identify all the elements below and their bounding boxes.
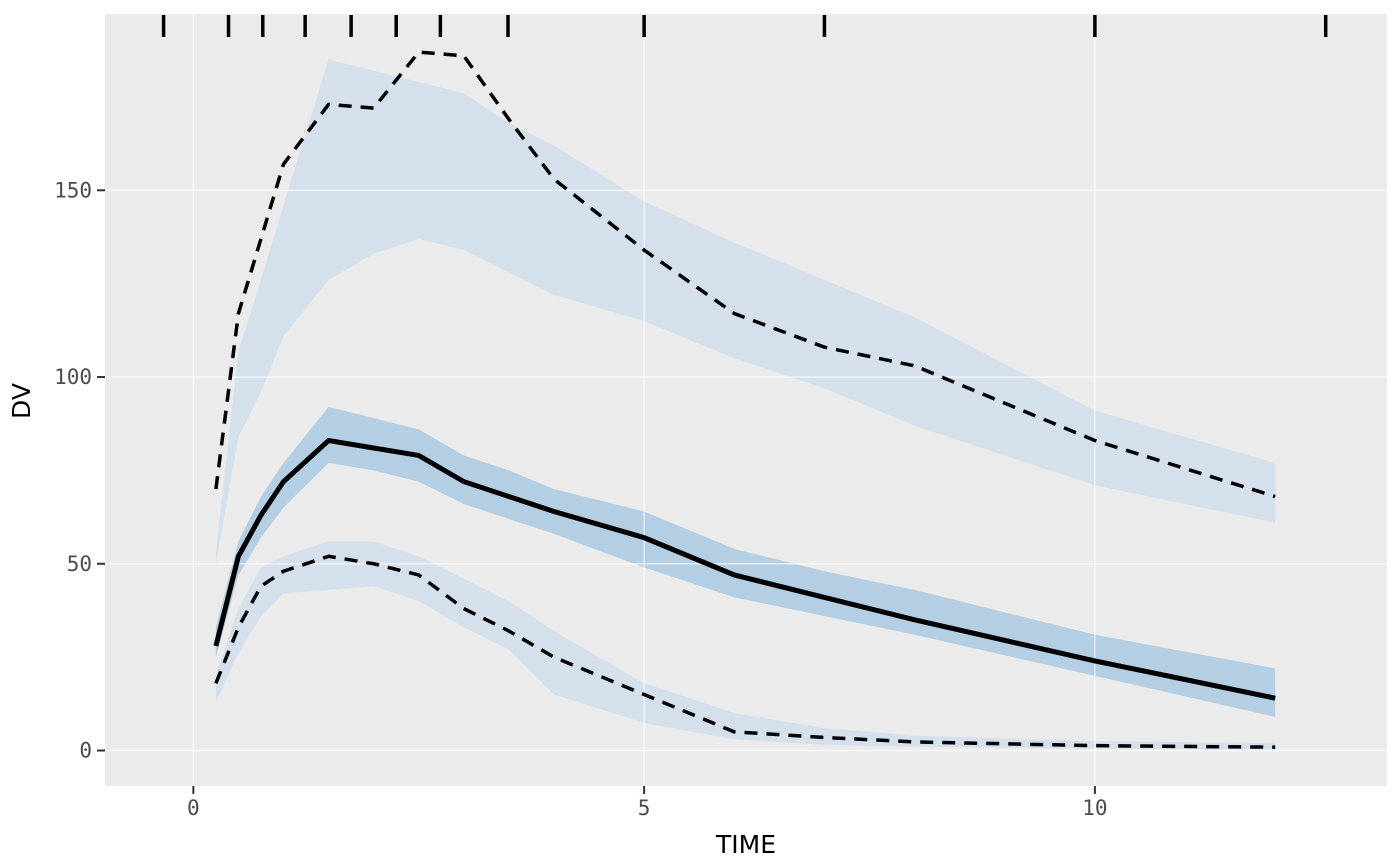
y-axis-tick-label: 100 [54, 365, 92, 389]
gridline-layer [105, 14, 1387, 786]
y-axis-tick-label: 0 [79, 739, 92, 763]
x-axis-tick-label: 0 [187, 796, 200, 820]
line-observed-95th-percentile [214, 50, 1276, 499]
y-axis-tick-label: 150 [54, 178, 92, 202]
x-axis-tick-label: 5 [638, 796, 651, 820]
ribbon-ci-5th-percentile [215, 541, 1276, 750]
y-axis-title: DV [7, 383, 36, 419]
y-axis-tick-label: 50 [67, 552, 92, 576]
ribbon-ci-95th-percentile [215, 59, 1276, 564]
line-observed-median [213, 437, 1276, 701]
line-observed-5th-percentile [214, 554, 1276, 749]
x-axis-title: TIME [715, 830, 776, 859]
x-axis-tick-label: 10 [1082, 796, 1107, 820]
percentile-line-layer [213, 50, 1276, 749]
rug-layer [161, 15, 1328, 37]
